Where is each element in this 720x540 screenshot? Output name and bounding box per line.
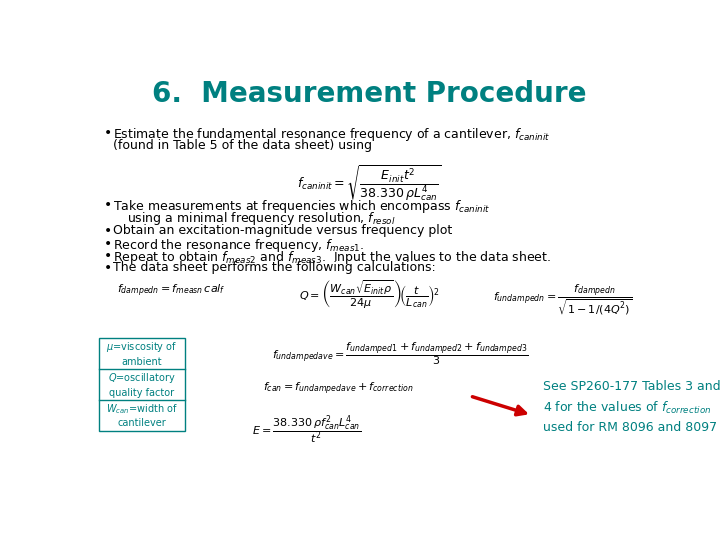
Text: The data sheet performs the following calculations:: The data sheet performs the following ca… xyxy=(113,261,436,274)
Text: $f_{dampedn} = f_{measn}\,cal_f$: $f_{dampedn} = f_{measn}\,cal_f$ xyxy=(117,283,225,299)
Text: 6.  Measurement Procedure: 6. Measurement Procedure xyxy=(152,80,586,108)
Text: •: • xyxy=(104,237,112,251)
Text: •: • xyxy=(104,198,112,212)
Text: Obtain an excitation-magnitude versus frequency plot: Obtain an excitation-magnitude versus fr… xyxy=(113,224,452,237)
Text: •: • xyxy=(104,249,112,263)
Text: $E = \dfrac{38.330\,\rho f_{can}^2 L_{can}^4}{t^2}$: $E = \dfrac{38.330\,\rho f_{can}^2 L_{ca… xyxy=(253,414,361,447)
Text: $W_{can}$=width of
cantilever: $W_{can}$=width of cantilever xyxy=(106,402,178,428)
Text: •: • xyxy=(104,261,112,275)
Text: $\mu$=viscosity of
ambient: $\mu$=viscosity of ambient xyxy=(107,340,178,367)
Text: $f_{can} = f_{undampedave} + f_{correction}$: $f_{can} = f_{undampedave} + f_{correcti… xyxy=(263,381,413,397)
Text: $f_{caninit} = \sqrt{\dfrac{E_{init}t^2}{38.330\,\rho L_{can}^4}}$: $f_{caninit} = \sqrt{\dfrac{E_{init}t^2}… xyxy=(297,164,441,203)
Text: $f_{undampedave} = \dfrac{f_{undamped1} + f_{undamped2} + f_{undamped3}}{3}$: $f_{undampedave} = \dfrac{f_{undamped1} … xyxy=(272,340,528,367)
Text: Record the resonance frequency, $f_{meas1}$.: Record the resonance frequency, $f_{meas… xyxy=(113,237,364,253)
Text: See SP260-177 Tables 3 and
4 for the values of $f_{correction}$
used for RM 8096: See SP260-177 Tables 3 and 4 for the val… xyxy=(544,381,720,434)
Bar xyxy=(99,338,184,430)
Text: Estimate the fundamental resonance frequency of a cantilever, $f_{caninit}$: Estimate the fundamental resonance frequ… xyxy=(113,126,551,144)
Text: $f_{undampedn} = \dfrac{f_{dampedn}}{\sqrt{1-1/(4Q^2)}}$: $f_{undampedn} = \dfrac{f_{dampedn}}{\sq… xyxy=(493,283,633,317)
Text: Take measurements at frequencies which encompass $f_{caninit}$: Take measurements at frequencies which e… xyxy=(113,198,491,215)
Text: Repeat to obtain $f_{meas2}$ and $f_{meas3}$.  Input the values to the data shee: Repeat to obtain $f_{meas2}$ and $f_{mea… xyxy=(113,249,552,266)
Text: using a minimal frequency resolution, $f_{resol}$: using a minimal frequency resolution, $f… xyxy=(127,211,396,227)
Text: $Q$=oscillatory
quality factor: $Q$=oscillatory quality factor xyxy=(108,371,176,397)
Text: •: • xyxy=(104,224,112,238)
Text: $Q = \left(\dfrac{W_{can}\sqrt{E_{init}\rho}}{24\mu}\right)\!\left(\dfrac{t}{L_{: $Q = \left(\dfrac{W_{can}\sqrt{E_{init}\… xyxy=(299,279,439,311)
Text: (found in Table 5 of the data sheet) using: (found in Table 5 of the data sheet) usi… xyxy=(113,139,372,152)
Text: •: • xyxy=(104,126,112,140)
